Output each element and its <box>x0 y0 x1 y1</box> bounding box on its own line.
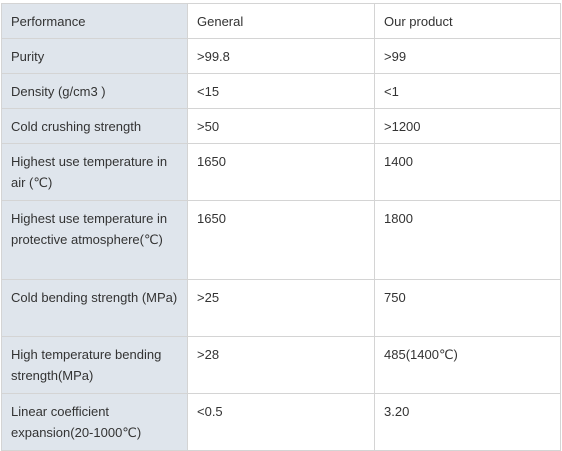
table-row: Linear coefficient expansion(20-1000℃) <0… <box>1 393 561 451</box>
row-label: Cold crushing strength <box>1 108 188 144</box>
cell: >99.8 <box>187 38 375 74</box>
row-label: Highest use temperature in air (℃) <box>1 143 188 201</box>
cell: General <box>187 3 375 39</box>
table-row: Purity >99.8 >99 <box>1 38 561 74</box>
cell: 1800 <box>374 200 561 280</box>
table-row: Cold crushing strength >50 >1200 <box>1 108 561 144</box>
cell: <15 <box>187 73 375 109</box>
row-label: Performance <box>1 3 188 39</box>
spec-table: Performance General Our product Purity >99.8… <box>1 3 561 451</box>
cell: Our product <box>374 3 561 39</box>
cell: <0.5 <box>187 393 375 451</box>
table-body: Performance General Our product Purity >99.8… <box>1 3 561 451</box>
table-row: Density (g/cm3 ) <15 <1 <box>1 73 561 109</box>
cell: >1200 <box>374 108 561 144</box>
row-label: High temperature bending strength(MPa) <box>1 336 188 394</box>
header-row: Performance General Our product <box>1 3 561 39</box>
cell: 1650 <box>187 200 375 280</box>
cell: 1650 <box>187 143 375 201</box>
cell: 1400 <box>374 143 561 201</box>
cell: 3.20 <box>374 393 561 451</box>
cell: >25 <box>187 279 375 337</box>
cell: 485(1400℃) <box>374 336 561 394</box>
row-label: Cold bending strength (MPa) <box>1 279 188 337</box>
table-row: Highest use temperature in air (℃) 1650 14… <box>1 143 561 201</box>
row-label: Density (g/cm3 ) <box>1 73 188 109</box>
cell: 750 <box>374 279 561 337</box>
cell: >50 <box>187 108 375 144</box>
cell: >99 <box>374 38 561 74</box>
cell: >28 <box>187 336 375 394</box>
row-label: Highest use temperature in protective at… <box>1 200 188 280</box>
table-row: Cold bending strength (MPa) >25 750 <box>1 279 561 337</box>
row-label: Purity <box>1 38 188 74</box>
table-row: Highest use temperature in protective at… <box>1 200 561 280</box>
cell: <1 <box>374 73 561 109</box>
table-row: High temperature bending strength(MPa) >2… <box>1 336 561 394</box>
row-label: Linear coefficient expansion(20-1000℃) <box>1 393 188 451</box>
